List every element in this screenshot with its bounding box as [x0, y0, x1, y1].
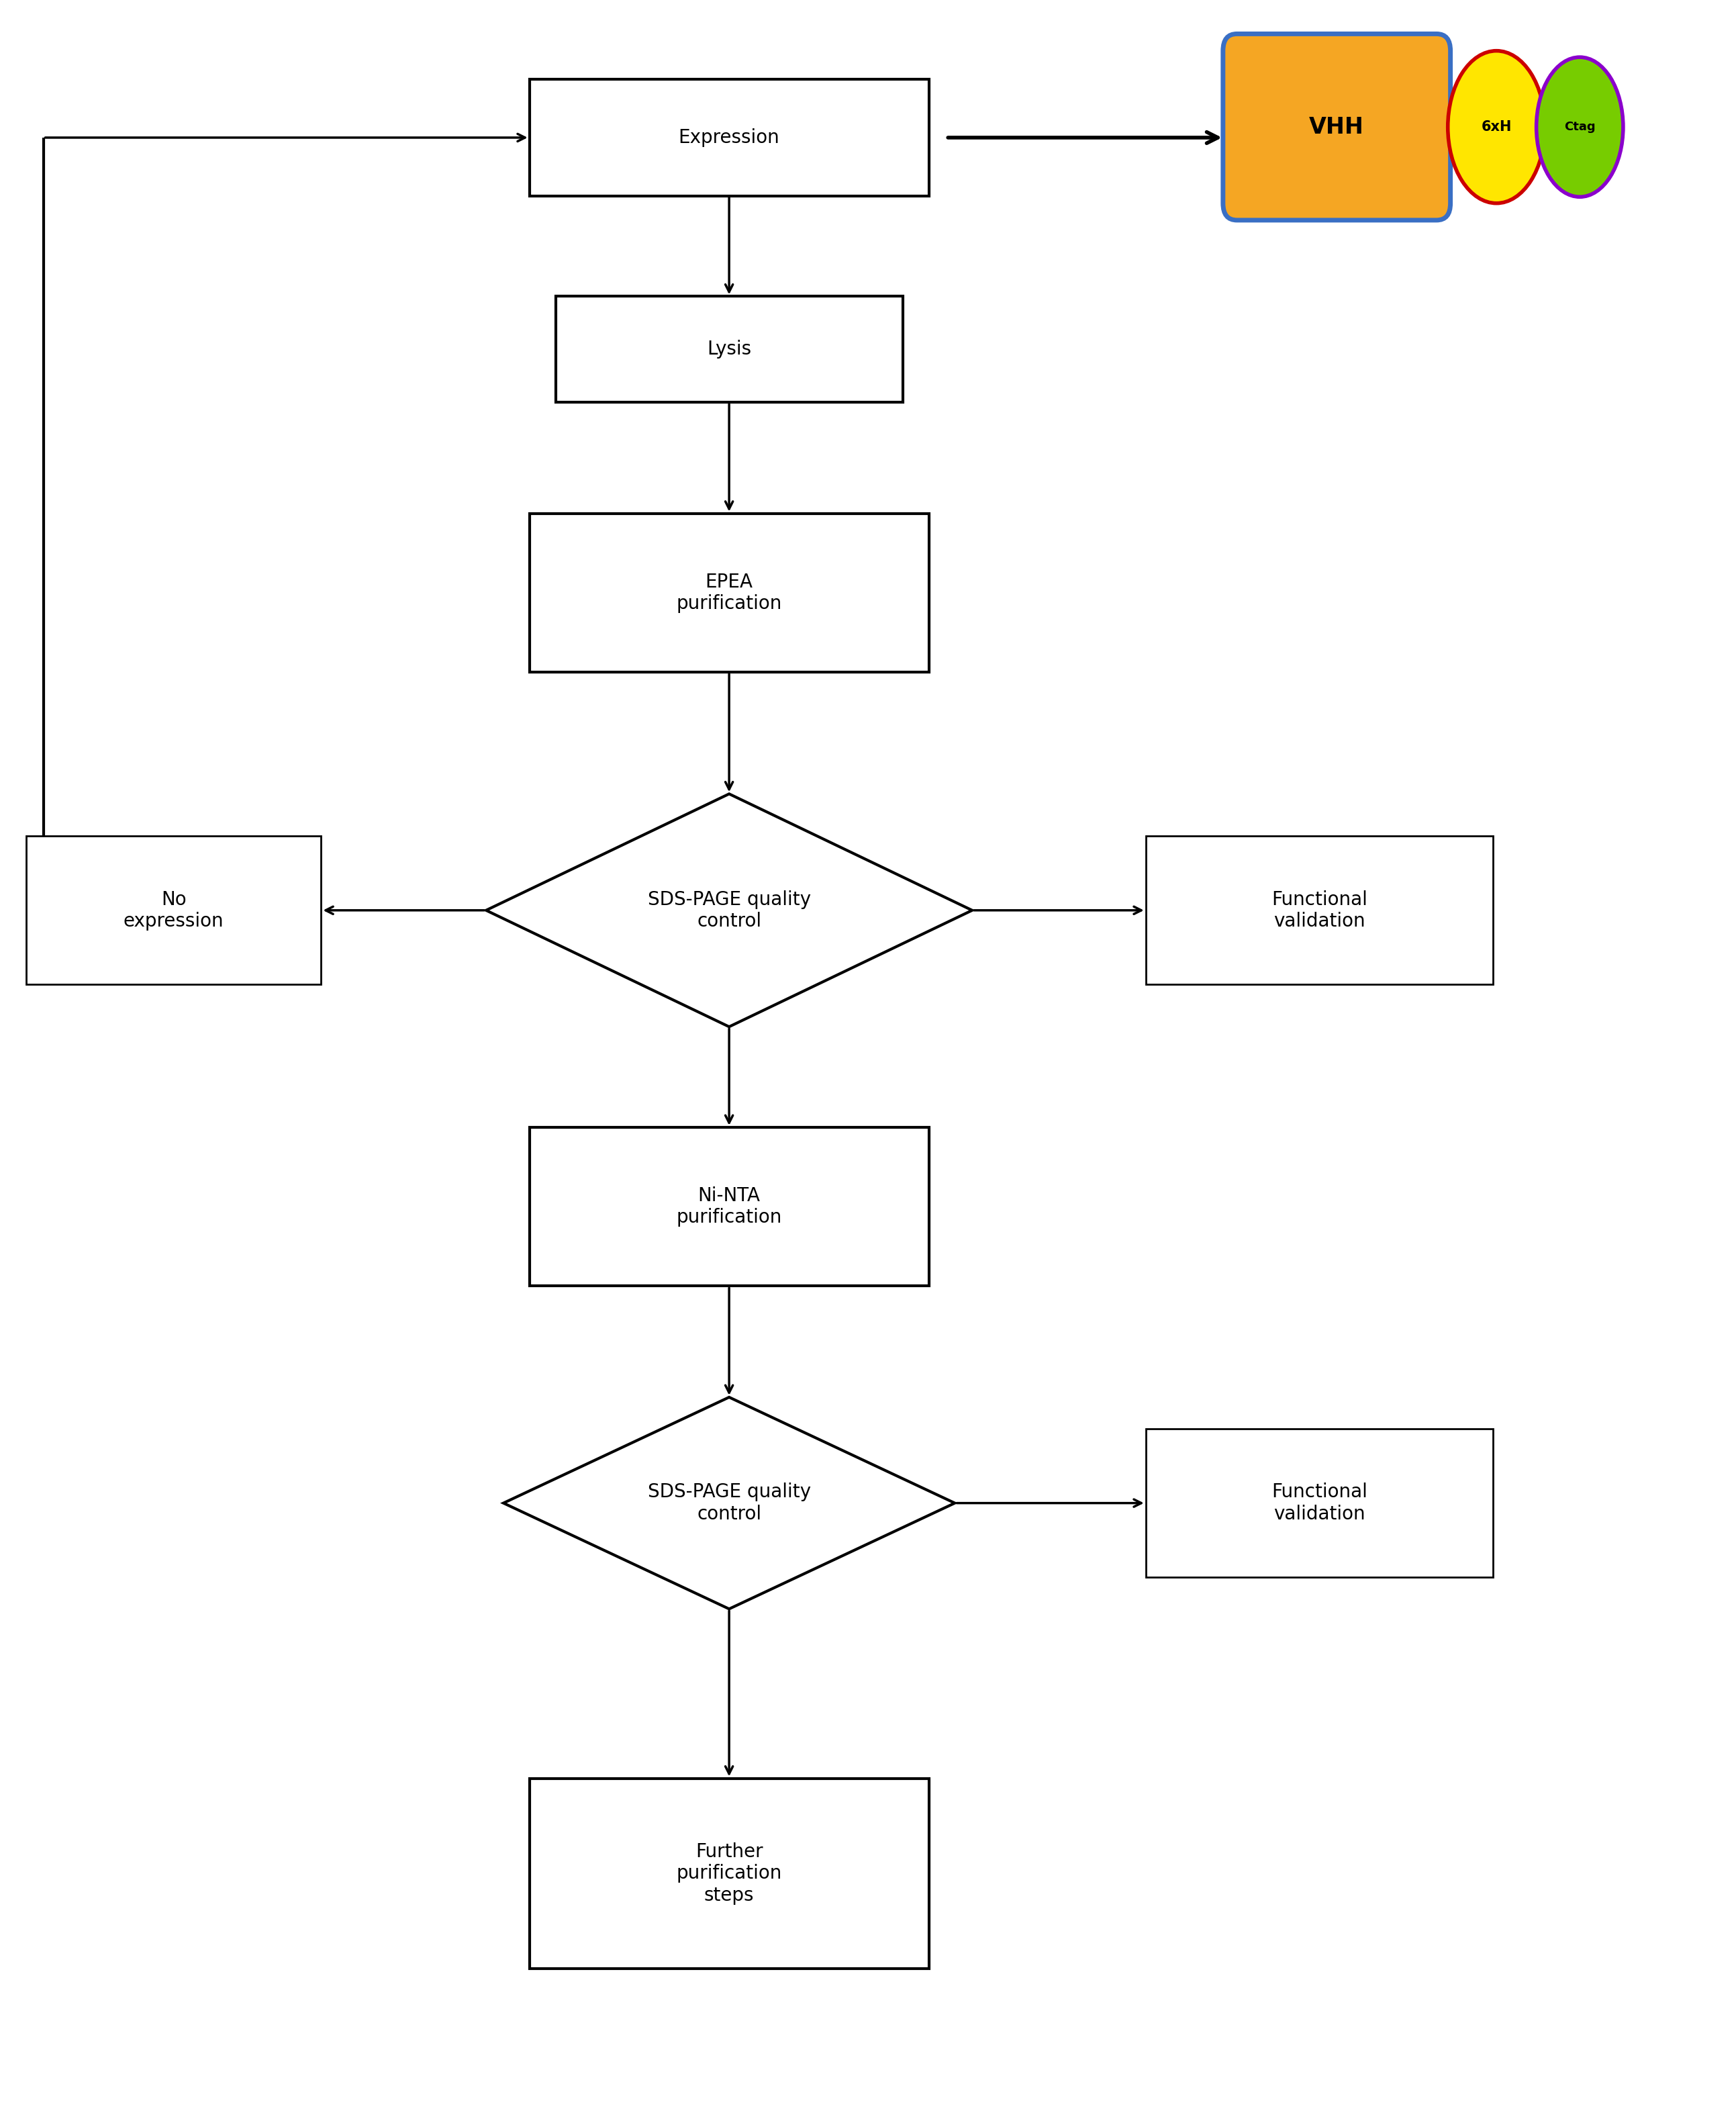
- Text: 6xH: 6xH: [1481, 121, 1512, 133]
- FancyBboxPatch shape: [529, 514, 929, 673]
- Ellipse shape: [1448, 51, 1545, 203]
- FancyBboxPatch shape: [1146, 836, 1493, 984]
- Text: Expression: Expression: [679, 129, 779, 146]
- FancyBboxPatch shape: [529, 1126, 929, 1285]
- Text: Lysis: Lysis: [707, 341, 752, 358]
- Polygon shape: [486, 794, 972, 1027]
- FancyBboxPatch shape: [26, 836, 321, 984]
- Text: Ctag: Ctag: [1564, 121, 1595, 133]
- Text: Functional
validation: Functional validation: [1271, 889, 1368, 931]
- Text: Further
purification
steps: Further purification steps: [677, 1842, 781, 1905]
- FancyBboxPatch shape: [1222, 34, 1451, 220]
- Text: EPEA
purification: EPEA purification: [677, 572, 781, 614]
- Text: No
expression: No expression: [123, 889, 224, 931]
- FancyBboxPatch shape: [1146, 1429, 1493, 1577]
- Text: Ni-NTA
purification: Ni-NTA purification: [677, 1186, 781, 1228]
- FancyBboxPatch shape: [529, 78, 929, 195]
- FancyBboxPatch shape: [556, 296, 903, 402]
- Text: SDS-PAGE quality
control: SDS-PAGE quality control: [648, 1482, 811, 1524]
- Polygon shape: [503, 1397, 955, 1609]
- Text: VHH: VHH: [1309, 116, 1364, 138]
- FancyBboxPatch shape: [529, 1778, 929, 1969]
- Text: Functional
validation: Functional validation: [1271, 1482, 1368, 1524]
- Ellipse shape: [1536, 57, 1623, 197]
- Text: SDS-PAGE quality
control: SDS-PAGE quality control: [648, 889, 811, 931]
